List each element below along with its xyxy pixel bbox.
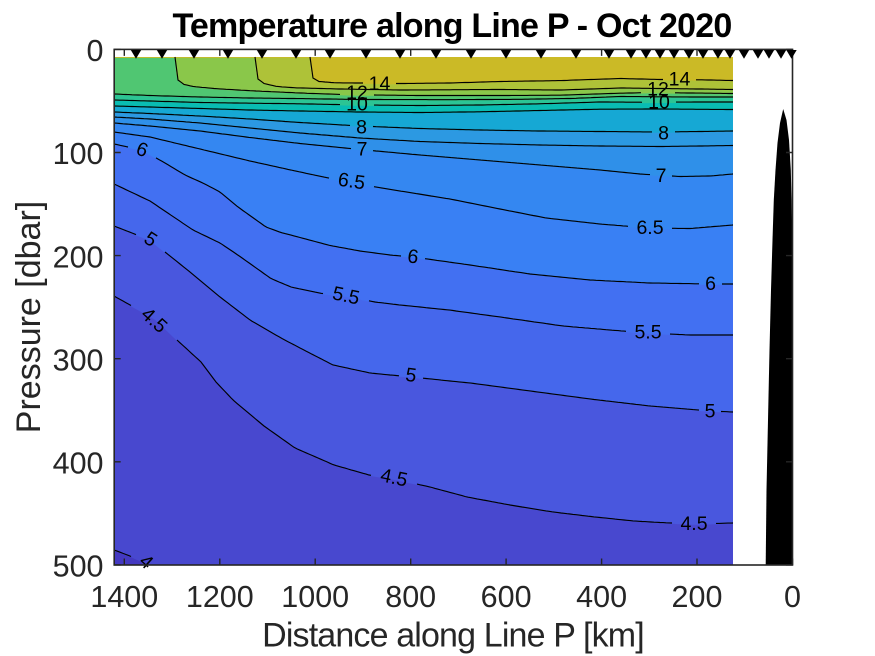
svg-text:7: 7 [357, 139, 368, 161]
svg-text:8: 8 [356, 117, 367, 139]
svg-text:14: 14 [669, 69, 691, 91]
svg-text:12: 12 [346, 82, 368, 104]
svg-text:300: 300 [53, 343, 104, 377]
svg-text:7: 7 [656, 165, 667, 187]
svg-text:4.5: 4.5 [680, 513, 707, 535]
svg-text:5: 5 [404, 364, 418, 387]
svg-text:1000: 1000 [281, 580, 349, 614]
svg-text:600: 600 [481, 580, 532, 614]
svg-text:0: 0 [87, 34, 104, 68]
svg-text:1200: 1200 [186, 580, 254, 614]
svg-text:10: 10 [346, 94, 368, 116]
svg-text:800: 800 [385, 580, 436, 614]
svg-text:1400: 1400 [90, 580, 158, 614]
svg-text:Temperature along Line P - Oct: Temperature along Line P - Oct 2020 [172, 7, 731, 45]
svg-text:500: 500 [53, 550, 104, 584]
svg-text:5: 5 [705, 401, 716, 423]
svg-text:10: 10 [648, 92, 670, 114]
svg-text:200: 200 [672, 580, 723, 614]
svg-text:5.5: 5.5 [634, 322, 661, 344]
svg-text:Pressure [dbar]: Pressure [dbar] [10, 201, 48, 433]
svg-text:6.5: 6.5 [337, 169, 367, 195]
svg-text:12: 12 [647, 79, 669, 101]
svg-text:0: 0 [784, 580, 801, 614]
svg-text:400: 400 [53, 447, 104, 481]
svg-text:400: 400 [576, 580, 627, 614]
svg-text:8: 8 [658, 123, 669, 145]
svg-text:6.5: 6.5 [636, 217, 663, 239]
svg-text:6: 6 [406, 245, 420, 268]
svg-text:200: 200 [53, 240, 104, 274]
svg-text:14: 14 [369, 73, 391, 95]
svg-text:Distance along Line P [km]: Distance along Line P [km] [262, 616, 644, 654]
svg-text:100: 100 [53, 137, 104, 171]
svg-text:6: 6 [705, 273, 716, 295]
